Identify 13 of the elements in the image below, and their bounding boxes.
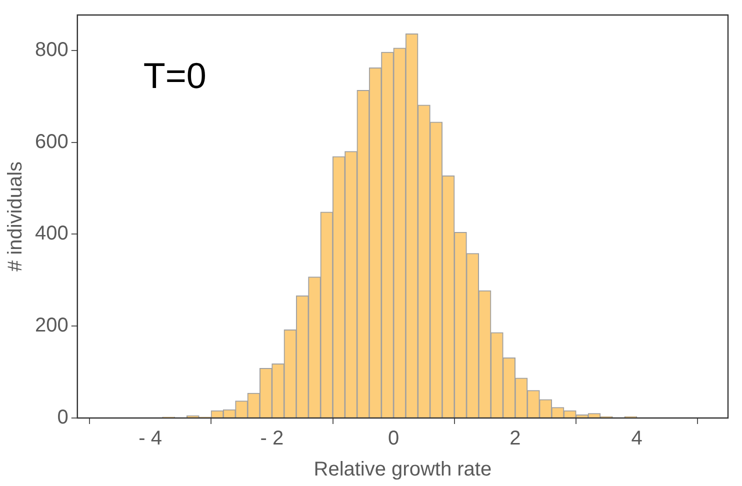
y-tick-label: 600 (34, 130, 68, 153)
y-axis-title: # individuals (4, 161, 27, 272)
x-tick-label: - 4 (138, 428, 162, 450)
x-tick-label: - 2 (260, 428, 284, 450)
x-tick-label: 2 (510, 428, 521, 450)
x-tick-label: 0 (388, 428, 400, 450)
y-tick-label: 200 (34, 314, 68, 337)
annotation: T=0 (143, 54, 206, 96)
x-axis-title: Relative growth rate (314, 458, 492, 481)
x-tick-label: 4 (631, 428, 642, 450)
y-tick-label: 400 (34, 222, 68, 245)
y-tick-label: 800 (34, 38, 68, 61)
y-tick-label: 0 (57, 406, 68, 429)
